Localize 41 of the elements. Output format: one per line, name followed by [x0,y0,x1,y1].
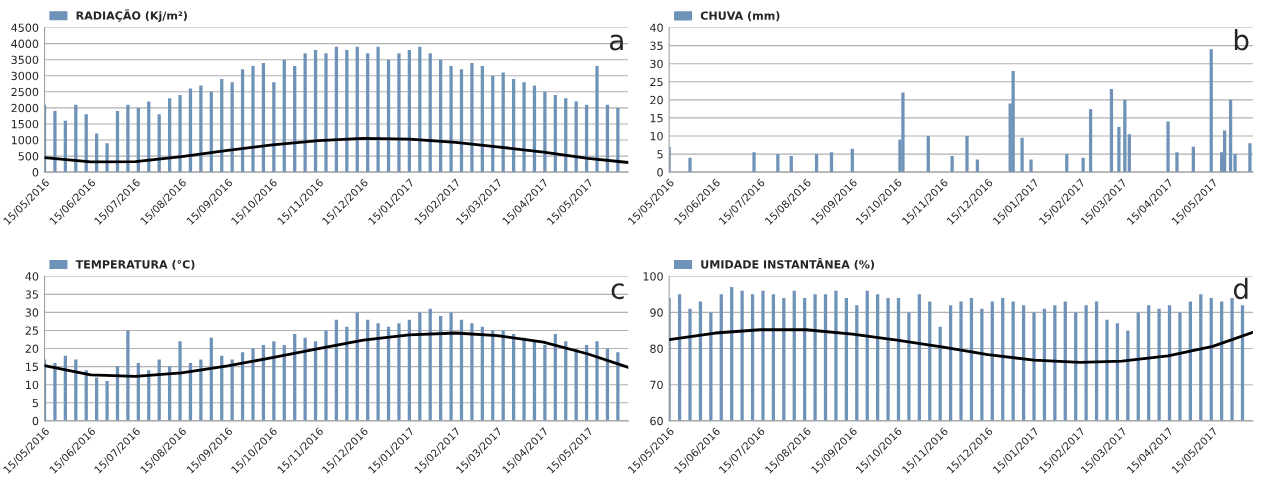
y-tick-label: 1000 [11,135,39,145]
legend-label: TEMPERATURA (°C) [75,259,195,270]
y-tick-label: 0 [657,168,663,177]
legend-label: RADIAÇÃO (Kj/m²) [76,9,187,22]
annotation: b [1234,29,1249,51]
y-tick-label: 90 [650,308,663,317]
y-tick-label: 60 [650,416,663,426]
y-tick-label: 2500 [11,87,39,97]
y-tick-label: 4500 [11,23,39,32]
y-tick-label: 10 [650,131,663,141]
annotation: d [1233,277,1248,300]
y-tick-label: 4000 [11,39,39,48]
y-tick-label: 30 [650,59,663,69]
y-tick-label: 20 [650,95,663,105]
y-tick-label: 15 [26,362,38,371]
y-tick-label: 25 [25,326,38,335]
y-tick-label: 20 [25,344,39,353]
annotation: c [611,283,624,300]
y-tick-label: 1500 [11,119,39,129]
y-tick-label: 100 [643,272,663,281]
y-tick-label: 30 [25,308,39,317]
legend-label: CHUVA (mm) [700,11,780,22]
y-tick-label: 80 [650,344,663,353]
annotation: a [610,34,623,51]
y-tick-label: 500 [18,152,39,161]
y-tick-label: 3500 [11,55,39,65]
y-tick-label: 5 [657,150,663,159]
y-tick-label: 35 [650,41,663,51]
y-tick-label: 5 [32,398,38,408]
legend-label: UMIDADE INSTANTÂNEA (%) [701,258,875,270]
y-tick-label: 15 [650,114,663,123]
y-tick-label: 25 [650,77,663,87]
y-tick-label: 0 [32,168,39,177]
y-tick-label: 35 [25,290,38,299]
y-tick-label: 2000 [11,103,39,113]
y-tick-label: 3000 [11,71,39,81]
y-tick-label: 40 [25,272,39,281]
y-tick-label: 70 [650,380,663,390]
y-tick-label: 0 [32,416,39,426]
y-tick-label: 40 [650,23,663,32]
y-tick-label: 10 [26,380,39,390]
